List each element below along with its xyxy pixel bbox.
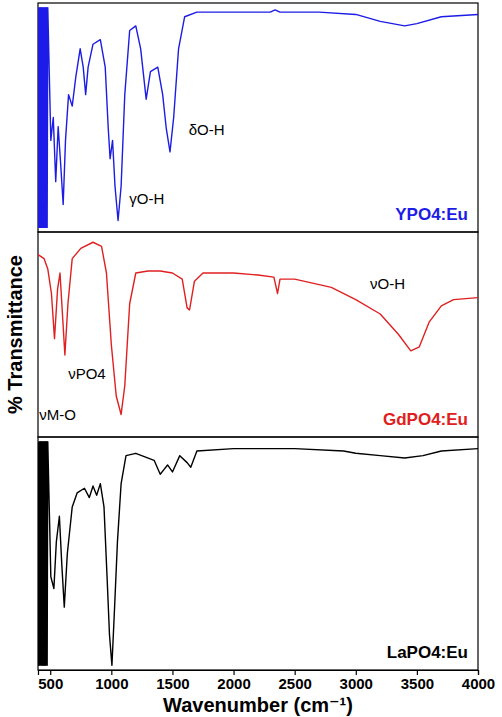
chart-svg: YPO4:Eu δO-H γO-H GdPO4:Eu νPO4 νM-O νO-H % Tra…: [0, 0, 502, 717]
x-tick: 500: [38, 670, 63, 692]
x-tick-label: 2000: [217, 675, 250, 692]
y-axis-title: % Transmittance: [4, 255, 26, 414]
panel: GdPO4:Eu νPO4 νM-O νO-H: [38, 232, 478, 437]
x-tick-label: 1500: [156, 675, 189, 692]
x-tick-label: 2500: [278, 675, 311, 692]
x-tick-label: 1000: [95, 675, 128, 692]
x-axis: 500 1000 1500 2000 2500 3000 3500 4000: [38, 670, 495, 692]
plot-frame: [38, 437, 478, 670]
x-tick-label: 4000: [462, 675, 495, 692]
annotation: δO-H: [189, 121, 225, 138]
panel: LaPO4:Eu 500 1000 1500 2000 2500 3000 3500 4000: [38, 437, 495, 692]
x-axis-title: Wavenumber (cm⁻¹): [163, 694, 353, 716]
legend-label: GdPO4:Eu: [383, 410, 468, 429]
x-tick: 1000: [95, 670, 128, 692]
x-tick: 2500: [278, 670, 311, 692]
annotation: νPO4: [68, 365, 106, 382]
annotation: νO-H: [370, 275, 405, 292]
spectrum-line: [38, 242, 478, 414]
spectrum-line: [38, 8, 478, 228]
spectrum-line: [38, 442, 478, 666]
plot-frame: [38, 3, 478, 232]
annotation: νM-O: [39, 406, 76, 423]
x-tick-label: 3000: [340, 675, 373, 692]
plot-area: [38, 8, 478, 228]
x-tick-label: 3500: [401, 675, 434, 692]
legend-label: LaPO4:Eu: [387, 643, 468, 662]
x-tick: 4000: [462, 670, 495, 692]
x-tick: 2000: [217, 670, 250, 692]
annotation: γO-H: [129, 190, 164, 207]
x-tick: 3500: [401, 670, 434, 692]
plot-frame: [38, 232, 478, 437]
legend-label: YPO4:Eu: [395, 205, 468, 224]
x-tick: 1500: [156, 670, 189, 692]
panel: YPO4:Eu δO-H γO-H: [38, 3, 478, 232]
x-tick-label: 500: [38, 675, 63, 692]
chart-root: YPO4:Eu δO-H γO-H GdPO4:Eu νPO4 νM-O νO-H % Tra…: [0, 0, 502, 717]
x-tick: 3000: [340, 670, 373, 692]
plot-area: [38, 242, 478, 414]
plot-area: [38, 442, 478, 666]
